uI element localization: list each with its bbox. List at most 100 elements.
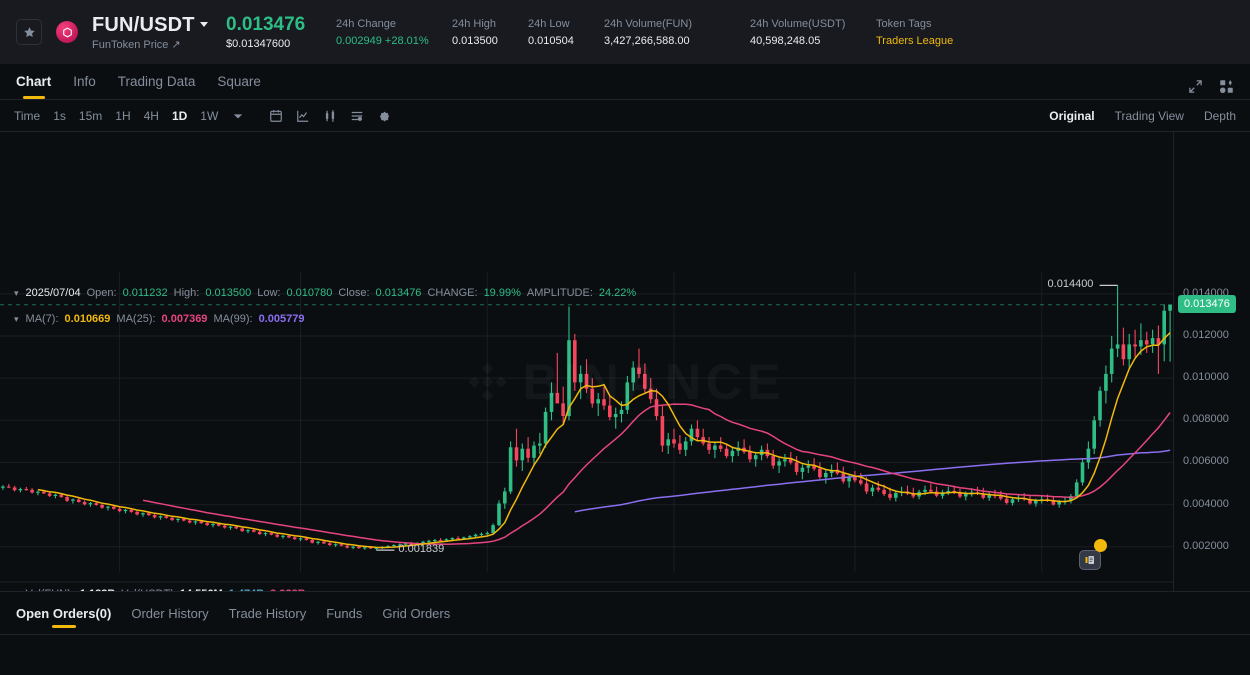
tab-open-orders[interactable]: Open Orders(0) — [16, 592, 111, 634]
stat-24h-low: 24h Low 0.010504 — [528, 18, 590, 47]
interval-1s[interactable]: 1s — [53, 108, 66, 123]
stat-24h-high: 24h High 0.013500 — [452, 18, 514, 47]
stat-24h-change: 24h Change 0.002949 +28.01% — [336, 18, 438, 47]
tab-trade-history[interactable]: Trade History — [228, 605, 307, 621]
panel-divider — [0, 634, 1250, 635]
news-alert-dot-icon[interactable] — [1094, 539, 1107, 552]
interval-4h[interactable]: 4H — [143, 108, 159, 123]
stat-value: 40,598,248.05 — [750, 34, 821, 47]
ma7-label: MA(7): — [25, 313, 59, 325]
time-label[interactable]: Time — [14, 108, 41, 123]
pair-block[interactable]: FUN/USDT FunToken Price ↗ — [92, 14, 212, 51]
ma25-value: 0.007369 — [161, 313, 208, 325]
pair-subtitle[interactable]: FunToken Price ↗ — [92, 38, 181, 51]
stat-label: 24h Volume(FUN) — [604, 17, 693, 30]
stat-label: 24h High — [452, 17, 497, 30]
view-original[interactable]: Original — [1049, 108, 1095, 123]
legend-change-value: 19.99% — [483, 287, 521, 299]
vol-fun-value: 1.183B — [80, 588, 115, 591]
tab-trading-data[interactable]: Trading Data — [117, 74, 196, 89]
stat-label: 24h Change — [336, 17, 396, 30]
interval-1h[interactable]: 1H — [115, 108, 131, 123]
legend-open-label: Open: — [86, 287, 117, 299]
news-announcement-icon[interactable] — [1079, 550, 1101, 570]
candlestick-plot[interactable] — [0, 132, 1250, 591]
last-price-badge: 0.013476 — [1178, 294, 1236, 313]
vol-usdt-label: Vol(USDT) — [121, 588, 174, 591]
legend-high-value: 0.013500 — [205, 287, 252, 299]
expand-icon[interactable] — [1188, 79, 1203, 99]
price-tick: 0.006000 — [1183, 455, 1229, 468]
price-tick: 0.012000 — [1183, 329, 1229, 341]
chevron-down-icon[interactable] — [233, 111, 243, 121]
legend-change-label: CHANGE: — [427, 287, 478, 299]
legend-close-value: 0.013476 — [375, 287, 422, 299]
period-high-label: 0.014400 — [1047, 278, 1094, 291]
price-tick: 0.002000 — [1183, 539, 1229, 552]
ma7-value: 0.010669 — [64, 313, 111, 325]
ma99-value: 0.005779 — [258, 313, 305, 325]
volume-legend: ▾ Vol(FUN): 1.183B Vol(USDT) 14.556M 1.4… — [14, 588, 306, 591]
vol-fun-label: Vol(FUN): — [26, 588, 74, 591]
chevron-down-icon[interactable]: ▾ — [14, 313, 19, 324]
line-chart-icon[interactable] — [296, 109, 310, 123]
price-axis[interactable]: 0.014000 0.012000 0.010000 0.008000 0.006000… — [1173, 132, 1250, 591]
tab-info[interactable]: Info — [73, 74, 96, 89]
view-depth[interactable]: Depth — [1203, 108, 1236, 123]
interval-1d[interactable]: 1D — [171, 108, 188, 123]
pair-name[interactable]: FUN/USDT — [92, 13, 195, 36]
chevron-down-icon[interactable]: ▾ — [14, 287, 19, 298]
vol-ma1-value: 1.474B — [229, 588, 264, 591]
tab-square[interactable]: Square — [217, 74, 261, 89]
ohlc-legend: ▾ 2025/07/04 Open: 0.011232 High: 0.0135… — [14, 287, 636, 299]
favorite-star-icon[interactable] — [16, 19, 42, 45]
ticker-header: FUN/USDT FunToken Price ↗ 0.013476 $0.01… — [0, 0, 1250, 64]
layout-grid-icon[interactable] — [1219, 79, 1234, 99]
stat-24h-volume-fun: 24h Volume(FUN) 3,427,266,588.00 — [604, 18, 736, 47]
settings-gear-icon[interactable] — [377, 109, 391, 123]
main-nav: Chart Info Trading Data Square — [0, 64, 1250, 100]
price-tick: 0.010000 — [1183, 371, 1229, 384]
stat-label: 24h Volume(USDT) — [750, 17, 846, 30]
legend-date: 2025/07/04 — [25, 287, 81, 299]
legend-high-label: High: — [173, 287, 200, 299]
tab-chart[interactable]: Chart — [16, 64, 51, 99]
stat-value: 3,427,266,588.00 — [604, 34, 690, 47]
stat-value: 0.010504 — [528, 34, 574, 47]
legend-amplitude-value: 24.22% — [598, 287, 637, 299]
tab-grid-orders[interactable]: Grid Orders — [382, 605, 451, 621]
orders-panel: Open Orders(0) Order History Trade Histo… — [0, 591, 1250, 675]
legend-low-label: Low: — [257, 287, 281, 299]
token-tag-link[interactable]: Traders League — [876, 34, 954, 47]
toolbar-left-group: Time 1s 15m 1H 4H 1D 1W — [14, 109, 391, 123]
chart-view-switch: Original Trading View Depth — [1049, 109, 1236, 123]
stat-token-tags: Token Tags Traders League — [876, 18, 953, 47]
legend-close-label: Close: — [338, 287, 370, 299]
legend-open-value: 0.011232 — [122, 287, 168, 299]
stat-value: 0.013500 — [452, 34, 498, 47]
stat-label: Token Tags — [876, 17, 932, 30]
last-price-usd: $0.01347600 — [226, 37, 291, 50]
chevron-down-icon[interactable] — [199, 22, 208, 27]
price-tick: 0.004000 — [1183, 497, 1229, 510]
tab-order-history[interactable]: Order History — [131, 605, 209, 621]
chevron-down-icon[interactable]: ▾ — [14, 589, 19, 592]
last-price-block: 0.013476 $0.01347600 — [226, 14, 322, 50]
vol-usdt-value: 14.556M — [180, 588, 223, 591]
legend-amplitude-label: AMPLITUDE: — [526, 287, 593, 299]
interval-1w[interactable]: 1W — [200, 108, 219, 123]
ma25-label: MA(25): — [116, 313, 156, 325]
candlestick-icon[interactable] — [323, 109, 337, 123]
tab-funds[interactable]: Funds — [326, 605, 363, 621]
view-trading-view[interactable]: Trading View — [1114, 108, 1184, 123]
interval-15m[interactable]: 15m — [78, 108, 103, 123]
nav-tab-list: Chart Info Trading Data Square — [16, 64, 261, 99]
ma99-label: MA(99): — [213, 313, 253, 325]
vol-ma2-value: 3.928B — [270, 588, 305, 591]
indicators-icon[interactable] — [350, 109, 364, 123]
chart-area[interactable]: BINANCE ▾ 2025/07/04 Open: 0.011232 High… — [0, 132, 1250, 591]
calendar-icon[interactable] — [269, 109, 283, 123]
funtoken-logo-icon — [56, 21, 78, 43]
chart-toolbar: Time 1s 15m 1H 4H 1D 1W — [0, 100, 1250, 132]
